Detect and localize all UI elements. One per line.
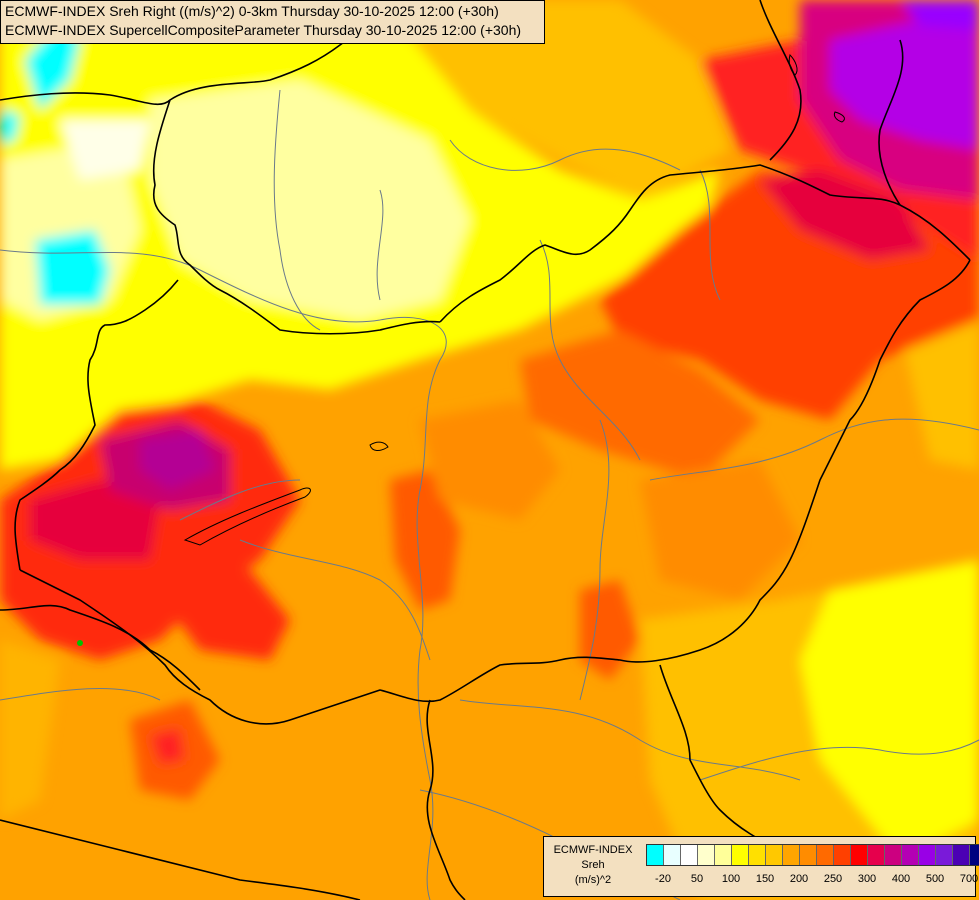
- yellow-patch-east: [900, 310, 979, 470]
- orange-red-east: [520, 330, 760, 480]
- river: [539, 239, 641, 461]
- cyan-blob-west: [35, 230, 110, 305]
- legend-swatch: [834, 845, 851, 865]
- crimson-region-west: [30, 480, 160, 560]
- legend-ticks: -20 50 100 150 200 250 300 400 500 700: [646, 873, 979, 887]
- yellow-patch-southeast: [800, 560, 979, 860]
- legend-swatch: [953, 845, 970, 865]
- lake-outline: [833, 111, 845, 123]
- river: [649, 418, 979, 481]
- legend-swatch: [885, 845, 902, 865]
- legend-swatch: [868, 845, 885, 865]
- border: [19, 259, 971, 725]
- orange-patch-central: [420, 400, 560, 520]
- orange-patch-east: [640, 460, 800, 600]
- legend-tick-label: 100: [721, 873, 741, 885]
- border: [878, 39, 904, 206]
- location-marker: [77, 640, 83, 646]
- river: [0, 249, 447, 900]
- white-region: [60, 120, 150, 180]
- river: [273, 89, 321, 331]
- river: [699, 739, 979, 781]
- red-spot-central: [390, 470, 460, 610]
- river: [459, 699, 801, 781]
- light-orange-region: [380, 0, 730, 200]
- lakes: [183, 54, 845, 546]
- lake-outline: [788, 54, 798, 76]
- river: [179, 479, 301, 521]
- legend-swatch: [749, 845, 766, 865]
- legend-swatch: [698, 845, 715, 865]
- light-orange-region-southwest: [0, 640, 60, 820]
- color-legend: ECMWF-INDEX Sreh (m/s)^2 -20 50 100 150 200 2…: [543, 836, 979, 897]
- legend-tick-label: 400: [891, 873, 911, 885]
- map-title: ECMWF-INDEX Sreh Right ((m/s)^2) 0-3km T…: [0, 0, 545, 44]
- legend-swatch: [902, 845, 919, 865]
- violet-spot: [900, 0, 979, 30]
- river: [239, 539, 431, 661]
- purple-region: [830, 20, 979, 150]
- pale-region: [150, 80, 470, 320]
- river: [699, 169, 721, 301]
- legend-swatch: [766, 845, 783, 865]
- legend-tick-label: 500: [925, 873, 945, 885]
- lake-outline: [183, 487, 311, 546]
- red-spot-south: [580, 580, 640, 680]
- legend-unit-label: (m/s)^2: [574, 874, 612, 886]
- border: [0, 819, 361, 900]
- legend-tick-label: 300: [857, 873, 877, 885]
- legend-swatch: [783, 845, 800, 865]
- legend-swatch: [936, 845, 953, 865]
- legend-color-bar: [646, 844, 979, 866]
- border: [0, 604, 201, 691]
- border: [659, 664, 781, 851]
- legend-swatch: [919, 845, 936, 865]
- legend-parameter-label: Sreh: [581, 859, 605, 871]
- border: [152, 99, 441, 335]
- legend-swatch: [732, 845, 749, 865]
- crimson-region: [760, 170, 930, 260]
- legend-model-label: ECMWF-INDEX: [553, 844, 633, 856]
- legend-tick-label: 250: [823, 873, 843, 885]
- lake-outline: [369, 441, 389, 451]
- river: [579, 419, 610, 701]
- border: [759, 0, 802, 161]
- river: [449, 139, 681, 171]
- border: [439, 164, 971, 323]
- legend-tick-label: -20: [655, 873, 671, 885]
- legend-swatch: [851, 845, 868, 865]
- red-region-southwest: [160, 560, 290, 660]
- legend-tick-label: 150: [755, 873, 775, 885]
- legend-tick-label: 50: [690, 873, 704, 885]
- purple-spot: [140, 430, 215, 490]
- legend-swatch: [970, 845, 979, 865]
- legend-swatch: [817, 845, 834, 865]
- legend-swatch: [664, 845, 681, 865]
- legend-swatch: [800, 845, 817, 865]
- cyan-blob-northwest: [0, 110, 20, 145]
- legend-tick-label: 700: [959, 873, 979, 885]
- border: [14, 279, 179, 571]
- river: [0, 688, 161, 701]
- legend-swatch: [681, 845, 698, 865]
- border: [426, 699, 466, 900]
- legend-title: ECMWF-INDEX Sreh (m/s)^2: [544, 843, 642, 888]
- red-core-southwest: [150, 728, 185, 765]
- title-line-1: ECMWF-INDEX Sreh Right ((m/s)^2) 0-3km T…: [5, 3, 499, 19]
- legend-swatch: [647, 845, 664, 865]
- legend-tick-label: 200: [789, 873, 809, 885]
- river: [376, 189, 384, 301]
- legend-swatch: [715, 845, 732, 865]
- title-line-2: ECMWF-INDEX SupercellCompositeParameter …: [5, 22, 522, 38]
